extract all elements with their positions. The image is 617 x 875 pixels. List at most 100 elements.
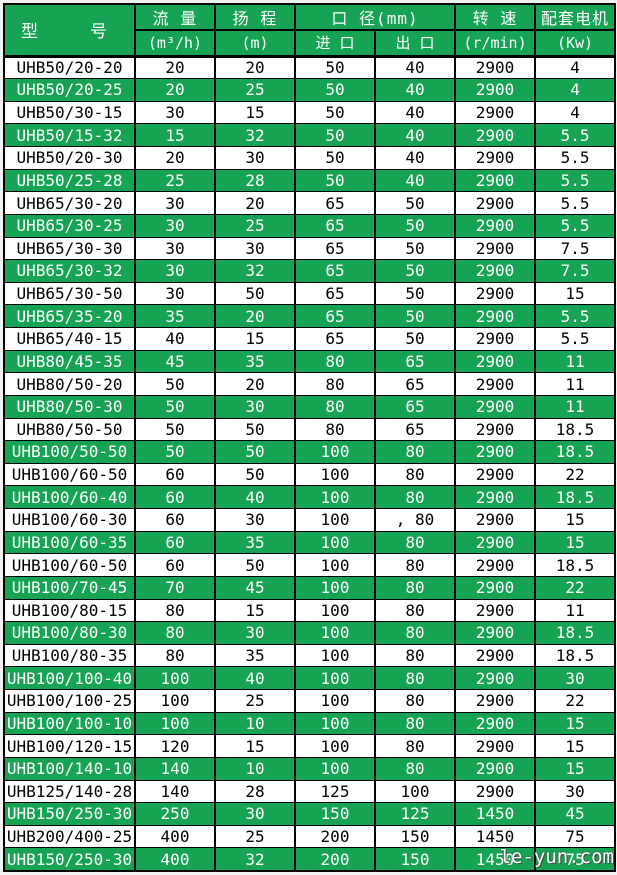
cell-head: 50 — [214, 281, 296, 306]
table-row: UHB100/60-35 60 35 100 80 2900 15 — [3, 530, 617, 555]
table-row: UHB100/100-25 100 25 100 80 2900 22 — [3, 689, 617, 713]
cell-model: UHB65/30-32 — [3, 259, 136, 283]
cell-motor: 18.5 — [534, 440, 617, 464]
cell-outlet: 150 — [373, 824, 457, 849]
cell-head: 30 — [214, 802, 296, 826]
cell-outlet: 80 — [373, 553, 457, 577]
cell-motor: 18.5 — [534, 643, 617, 668]
table-row: UHB65/30-50 30 50 65 50 2900 15 — [3, 281, 617, 306]
cell-inlet: 80 — [294, 394, 376, 419]
cell-model: UHB50/20-25 — [3, 78, 136, 102]
pump-spec-table: 型 号 流 量 扬 程 口 径(mm) 转 速 配套电机 (m³/h) (m) … — [3, 3, 617, 872]
cell-flow: 140 — [134, 756, 216, 781]
cell-model: UHB100/80-15 — [3, 598, 136, 623]
cell-model: UHB65/30-30 — [3, 236, 136, 261]
cell-inlet: 150 — [294, 802, 376, 826]
cell-model: UHB50/20-30 — [3, 146, 136, 170]
table-row: UHB50/30-15 30 15 50 40 2900 4 — [3, 100, 617, 125]
cell-outlet: 150 — [373, 847, 457, 872]
cell-model: UHB100/50-50 — [3, 440, 136, 464]
cell-motor: 18.5 — [534, 553, 617, 577]
cell-speed: 2900 — [454, 440, 537, 464]
header-diameter-title: 口 径(mm) — [293, 3, 457, 31]
table-row: UHB100/60-50 60 50 100 80 2900 18.5 — [3, 553, 617, 577]
cell-inlet: 65 — [294, 304, 376, 328]
cell-head: 30 — [214, 394, 296, 419]
cell-head: 35 — [214, 643, 296, 668]
cell-model: UHB200/400-25 — [3, 824, 136, 849]
cell-outlet: 50 — [373, 304, 457, 328]
cell-motor: 18.5 — [534, 417, 617, 442]
cell-inlet: 125 — [294, 779, 376, 804]
cell-model: UHB100/100-40 — [3, 666, 136, 690]
cell-model: UHB65/30-20 — [3, 191, 136, 215]
cell-model: UHB50/15-32 — [3, 123, 136, 147]
cell-head: 25 — [214, 689, 296, 713]
table-row: UHB50/25-28 25 28 50 40 2900 5.5 — [3, 168, 617, 193]
cell-inlet: 100 — [294, 689, 376, 713]
cell-model: UHB100/140-10 — [3, 756, 136, 781]
cell-motor: 18.5 — [534, 621, 617, 645]
cell-head: 25 — [214, 78, 296, 102]
cell-inlet: 100 — [294, 530, 376, 555]
cell-flow: 250 — [134, 802, 216, 826]
cell-model: UHB100/60-50 — [3, 462, 136, 487]
cell-motor: 4 — [534, 100, 617, 125]
cell-flow: 30 — [134, 281, 216, 306]
cell-flow: 400 — [134, 847, 216, 872]
cell-head: 28 — [214, 168, 296, 193]
cell-head: 20 — [214, 372, 296, 396]
cell-model: UHB150/250-30 — [3, 802, 136, 826]
cell-flow: 20 — [134, 78, 216, 102]
header-speed-title: 转 速 — [454, 3, 537, 31]
header-motor-unit: (Kw) — [534, 29, 617, 57]
table-row: UHB150/250-30 400 32 200 150 1450 75 — [3, 847, 617, 872]
cell-flow: 100 — [134, 666, 216, 690]
cell-inlet: 50 — [294, 123, 376, 147]
cell-motor: 15 — [534, 711, 617, 736]
cell-speed: 2900 — [454, 462, 537, 487]
cell-motor: 15 — [534, 734, 617, 758]
cell-head: 25 — [214, 213, 296, 238]
cell-speed: 2900 — [454, 236, 537, 261]
cell-inlet: 80 — [294, 417, 376, 442]
header-head-unit: (m) — [214, 29, 296, 57]
cell-inlet: 100 — [294, 440, 376, 464]
cell-flow: 35 — [134, 304, 216, 328]
cell-motor: 5.5 — [534, 168, 617, 193]
cell-outlet: 80 — [373, 598, 457, 623]
cell-outlet: 65 — [373, 394, 457, 419]
cell-flow: 50 — [134, 440, 216, 464]
cell-motor: 5.5 — [534, 146, 617, 170]
cell-speed: 2900 — [454, 598, 537, 623]
cell-outlet: 50 — [373, 213, 457, 238]
cell-flow: 80 — [134, 598, 216, 623]
cell-head: 30 — [214, 621, 296, 645]
cell-head: 30 — [214, 146, 296, 170]
cell-speed: 1450 — [454, 802, 537, 826]
cell-flow: 30 — [134, 213, 216, 238]
cell-motor: 75 — [534, 847, 617, 872]
cell-head: 32 — [214, 259, 296, 283]
cell-outlet: 40 — [373, 78, 457, 102]
cell-outlet: 50 — [373, 281, 457, 306]
cell-flow: 60 — [134, 530, 216, 555]
cell-motor: 4 — [534, 78, 617, 102]
cell-inlet: 100 — [294, 485, 376, 509]
cell-speed: 2900 — [454, 78, 537, 102]
cell-flow: 30 — [134, 236, 216, 261]
cell-speed: 2900 — [454, 643, 537, 668]
cell-head: 10 — [214, 756, 296, 781]
table-row: UHB100/100-10 100 10 100 80 2900 15 — [3, 711, 617, 736]
header-head-title: 扬 程 — [214, 3, 296, 31]
cell-outlet: 40 — [373, 168, 457, 193]
cell-model: UHB80/50-20 — [3, 372, 136, 396]
cell-motor: 5.5 — [534, 304, 617, 328]
cell-outlet: 65 — [373, 417, 457, 442]
cell-head: 30 — [214, 236, 296, 261]
cell-speed: 2900 — [454, 417, 537, 442]
cell-flow: 45 — [134, 349, 216, 374]
cell-flow: 70 — [134, 575, 216, 600]
cell-model: UHB150/250-30 — [3, 847, 136, 872]
cell-speed: 2900 — [454, 372, 537, 396]
